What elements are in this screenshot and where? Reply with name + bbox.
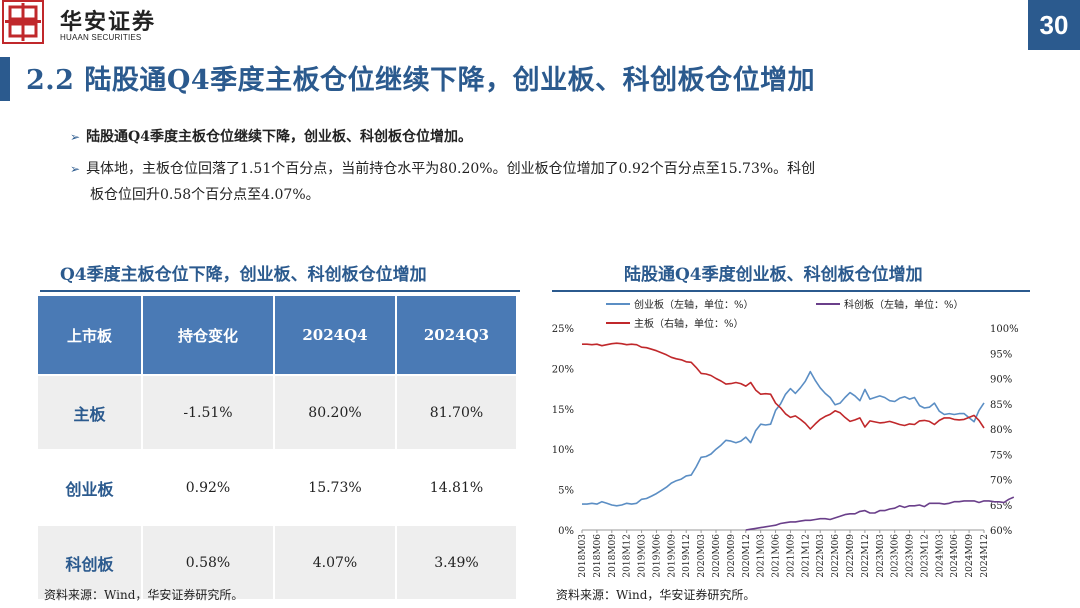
table-cell: 80.20% <box>274 374 397 450</box>
x-tick-label: 2022M09 <box>846 534 856 578</box>
table-cell: 3.49% <box>396 524 516 599</box>
x-tick-label: 2020M06 <box>712 534 722 578</box>
table-row: 创业板 0.92% 15.73% 14.81% <box>38 449 516 525</box>
y-right-tick-label: 70% <box>990 476 1012 487</box>
y-left-tick-label: 5% <box>558 486 574 497</box>
x-tick-label: 2023M09 <box>906 534 916 578</box>
y-right-tick-label: 60% <box>990 526 1012 537</box>
table-cell: 15.73% <box>274 449 397 525</box>
table-cell: 4.07% <box>274 524 397 599</box>
table-header-cell: 2024Q4 <box>274 296 397 375</box>
table-header-cell: 2024Q3 <box>396 296 516 375</box>
x-tick-label: 2024M06 <box>950 534 960 578</box>
bullet-arrow-icon: ➢ <box>70 130 81 144</box>
x-tick-label: 2024M12 <box>980 534 990 578</box>
table-title-rule <box>40 290 520 292</box>
x-tick-label: 2019M09 <box>667 534 677 578</box>
legend-kechuang-label: 科创板（左轴，单位：%） <box>844 298 964 311</box>
bullet-detail: ➢ 具体地，主板仓位回落了1.51个百分点，当前持仓水平为80.20%。创业板仓位… <box>70 156 1010 208</box>
holdings-table: 上市板 持仓变化 2024Q4 2024Q3 主板 -1.51% 80.20% … <box>38 296 516 599</box>
x-tick-label: 2024M09 <box>965 534 975 578</box>
x-tick-label: 2022M06 <box>831 534 841 578</box>
y-right-tick-label: 95% <box>990 349 1012 360</box>
table-header-cell: 持仓变化 <box>142 296 275 375</box>
x-tick-label: 2018M12 <box>623 534 633 578</box>
y-left-tick-label: 0% <box>558 526 574 537</box>
chart-source-note: 资料来源：Wind，华安证券研究所。 <box>556 588 756 602</box>
brand-name-cn: 华安证券 <box>60 9 157 35</box>
title-accent-bar <box>0 57 10 101</box>
bullet-detail-line1: 具体地，主板仓位回落了1.51个百分点，当前持仓水平为80.20%。创业板仓位增… <box>86 161 816 177</box>
brand-name-en: HUAAN SECURITIES <box>60 33 142 42</box>
x-tick-label: 2023M06 <box>891 534 901 578</box>
x-tick-label: 2022M03 <box>816 534 826 578</box>
x-tick-label: 2022M12 <box>861 534 871 578</box>
x-tick-label: 2019M06 <box>652 534 662 578</box>
table-cell: 0.58% <box>142 524 275 599</box>
page-title: 2.2 陆股通Q4季度主板仓位继续下降，创业板、科创板仓位增加 <box>26 65 816 96</box>
y-left-tick-label: 25% <box>552 324 574 335</box>
huaan-logo-icon <box>2 0 44 44</box>
y-left-tick-label: 20% <box>552 364 574 375</box>
y-right-tick-label: 100% <box>990 324 1019 335</box>
holdings-line-chart: 0% 5% 10% 15% 20% 25% 60% 65% 70% 75% 80% 85% 90% 95%… <box>552 298 1019 578</box>
x-tick-label: 2021M09 <box>786 534 796 578</box>
legend-chuangye-label: 创业板（左轴，单位：%） <box>634 298 754 311</box>
y-right-tick-label: 75% <box>990 450 1012 461</box>
table-title: Q4季度主板仓位下降，创业板、科创板仓位增加 <box>60 265 427 285</box>
page-number: 30 <box>1028 0 1080 50</box>
y-right-tick-label: 85% <box>990 400 1012 411</box>
table-row: 科创板 0.58% 4.07% 3.49% <box>38 524 516 599</box>
table-cell: -1.51% <box>142 374 275 450</box>
table-cell: 0.92% <box>142 449 275 525</box>
x-tick-label: 2020M09 <box>727 534 737 578</box>
table-row: 主板 -1.51% 80.20% 81.70% <box>38 374 516 450</box>
x-tick-label: 2024M03 <box>935 534 945 578</box>
x-tick-label: 2021M12 <box>801 534 811 578</box>
table-row-label: 科创板 <box>38 524 143 599</box>
x-tick-label: 2019M03 <box>638 534 648 578</box>
bullet-detail-line2: 板仓位回升0.58个百分点至4.07%。 <box>90 187 320 203</box>
table-cell: 14.81% <box>396 449 516 525</box>
y-right-tick-label: 65% <box>990 501 1012 512</box>
bullet-summary: ➢ 陆股通Q4季度主板仓位继续下降，创业板、科创板仓位增加。 <box>70 124 1010 150</box>
x-tick-label: 2018M06 <box>593 534 603 578</box>
chart-title-rule <box>552 290 1030 292</box>
legend-main-board-label: 主板（右轴，单位：%） <box>634 317 744 330</box>
x-tick-label: 2019M12 <box>682 534 692 578</box>
table-source-note: 资料来源：Wind，华安证券研究所。 <box>44 588 244 602</box>
table-header-row: 上市板 持仓变化 2024Q4 2024Q3 <box>38 296 516 375</box>
table-row-label: 创业板 <box>38 449 143 525</box>
x-tick-label: 2018M09 <box>608 534 618 578</box>
series-line-kechuang <box>745 496 1015 531</box>
table-header-cell: 上市板 <box>38 296 143 375</box>
x-tick-label: 2018M03 <box>578 534 588 578</box>
bullet-summary-text: 陆股通Q4季度主板仓位继续下降，创业板、科创板仓位增加。 <box>86 129 472 145</box>
series-line-main-board <box>582 342 985 430</box>
table-row-label: 主板 <box>38 374 143 450</box>
x-tick-label: 2020M03 <box>697 534 707 578</box>
x-tick-label: 2023M12 <box>920 534 930 578</box>
table-cell: 81.70% <box>396 374 516 450</box>
x-tick-label: 2023M03 <box>876 534 886 578</box>
y-right-tick-label: 90% <box>990 375 1012 386</box>
x-tick-label: 2021M06 <box>772 534 782 578</box>
x-tick-label: 2020M12 <box>742 534 752 578</box>
x-tick-label: 2021M03 <box>757 534 767 578</box>
y-left-tick-label: 10% <box>552 445 574 456</box>
bullet-arrow-icon: ➢ <box>70 162 81 176</box>
y-left-tick-label: 15% <box>552 405 574 416</box>
series-line-chuangye <box>582 370 985 507</box>
chart-title: 陆股通Q4季度创业板、科创板仓位增加 <box>624 265 923 285</box>
y-right-tick-label: 80% <box>990 425 1012 436</box>
